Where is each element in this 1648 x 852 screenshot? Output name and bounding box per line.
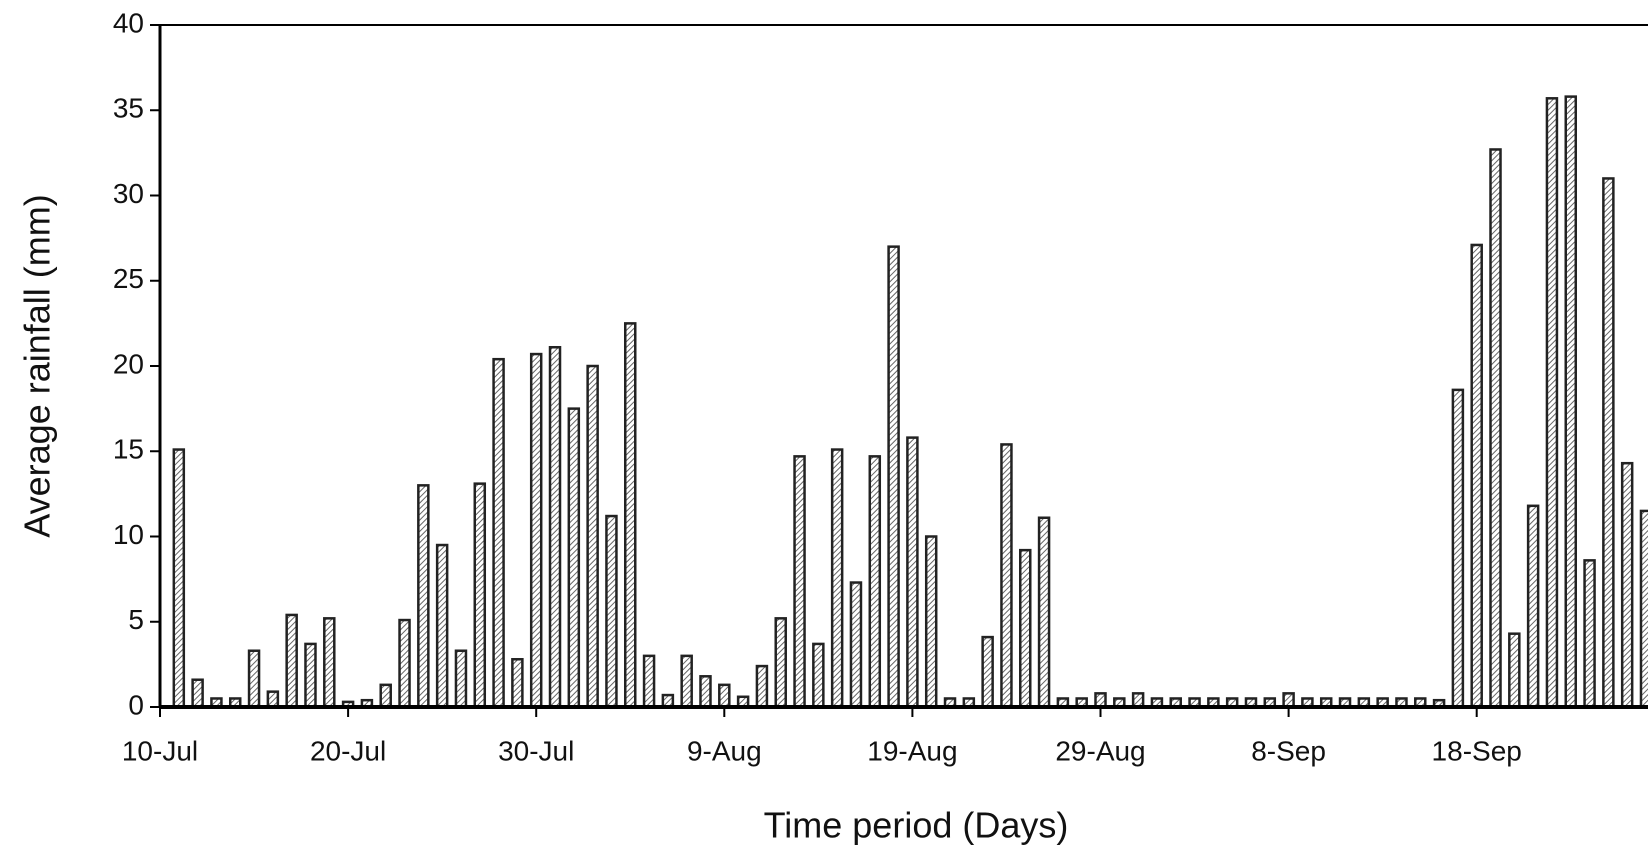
bar [435,543,449,709]
y-tick-label: 40 [113,7,144,38]
bar [1508,632,1521,709]
bar [529,352,543,709]
bar [1451,388,1465,709]
bar [323,617,336,709]
bar [642,654,656,709]
y-tick-label: 10 [113,519,144,550]
bar [1000,443,1013,709]
bar [285,613,298,709]
x-axis-title: Time period (Days) [764,805,1069,846]
bar [849,581,863,709]
bar [981,635,994,709]
bar [398,618,411,709]
x-tick-label: 8-Sep [1251,735,1326,766]
bar [1131,692,1145,709]
bar [473,482,487,709]
x-tick-label: 30-Jul [498,735,574,766]
x-tick-label: 10-Jul [122,735,198,766]
bar [1639,509,1648,709]
bar [172,448,186,709]
bar [793,455,806,709]
bar [924,535,938,709]
bar [830,448,844,709]
bar [379,683,392,709]
bar [887,245,900,709]
y-tick-label: 25 [113,263,144,294]
bar [868,455,882,709]
bar [1564,95,1577,709]
bar [417,484,430,709]
y-tick-label: 30 [113,178,144,209]
bar [624,322,637,709]
bar [1583,559,1596,709]
bar [1282,692,1295,709]
x-tick-label: 19-Aug [867,735,957,766]
bar [304,642,317,709]
bar [454,649,468,709]
bar [567,407,581,709]
y-tick-label: 35 [113,93,144,124]
bar [1470,243,1483,709]
bar [586,364,599,709]
x-tick-label: 29-Aug [1055,735,1145,766]
bar [1602,177,1615,709]
y-axis-title: Average rainfall (mm) [17,194,58,537]
bar [605,514,618,709]
bar [906,436,919,709]
y-tick-label: 0 [128,689,144,720]
bar [266,690,280,709]
bar [492,357,505,709]
x-tick-label: 20-Jul [310,735,386,766]
bar [1489,148,1502,709]
bar [548,345,562,709]
bar [774,617,787,709]
bar [511,658,524,709]
bar [1019,548,1032,709]
bar [1545,97,1559,709]
bar [812,642,825,709]
bar [1037,516,1051,709]
bar [247,649,261,709]
bar [755,664,769,709]
y-tick-label: 5 [128,604,144,635]
bar [718,683,731,709]
y-tick-label: 15 [113,434,144,465]
bar [680,654,693,709]
bar [1526,504,1540,709]
x-tick-label: 9-Aug [687,735,762,766]
y-tick-label: 20 [113,348,144,379]
bar [1094,692,1107,709]
bar [1620,461,1634,709]
bar [699,675,712,709]
bar [191,678,204,709]
x-tick-label: 18-Sep [1432,735,1522,766]
